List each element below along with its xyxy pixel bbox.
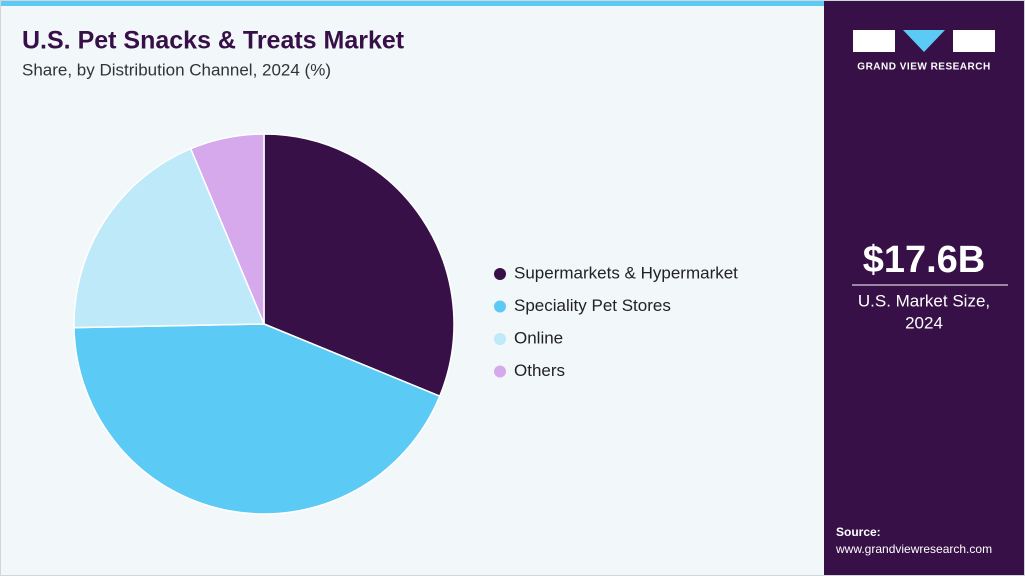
top-bar (0, 0, 824, 6)
chart-title: U.S. Pet Snacks & Treats Market (22, 27, 405, 55)
legend-label: Online (514, 328, 563, 347)
legend-label: Others (514, 361, 565, 380)
legend-label: Supermarkets & Hypermarket (514, 263, 738, 282)
legend-marker (494, 300, 506, 313)
source-url: www.grandviewresearch.com (835, 542, 992, 556)
sidebar (824, 0, 1025, 576)
legend-marker (494, 365, 506, 378)
pie-slice (263, 133, 455, 398)
legend-label: Speciality Pet Stores (514, 296, 671, 315)
pie-slice (189, 133, 265, 325)
pie-slice (73, 147, 266, 329)
pie (73, 133, 455, 515)
market-label: U.S. Market Size, (858, 291, 990, 310)
legend: Supermarkets & Hypermarket Speciality Pet… (494, 263, 738, 380)
chart-subtitle: Share, by Distribution Channel, 2024 (%) (22, 60, 331, 79)
logo: GRAND VIEW RESEARCH (853, 30, 995, 73)
market-size: $17.6B (863, 239, 986, 281)
brand-name: GRAND VIEW RESEARCH (857, 62, 990, 73)
legend-marker (494, 333, 506, 345)
logo-box (853, 30, 895, 52)
pie-slice (73, 323, 441, 515)
market-label: 2024 (905, 313, 943, 332)
logo-box (953, 30, 995, 52)
legend-marker (494, 268, 506, 280)
logo-triangle (903, 30, 945, 52)
source-label: Source: (836, 525, 881, 539)
